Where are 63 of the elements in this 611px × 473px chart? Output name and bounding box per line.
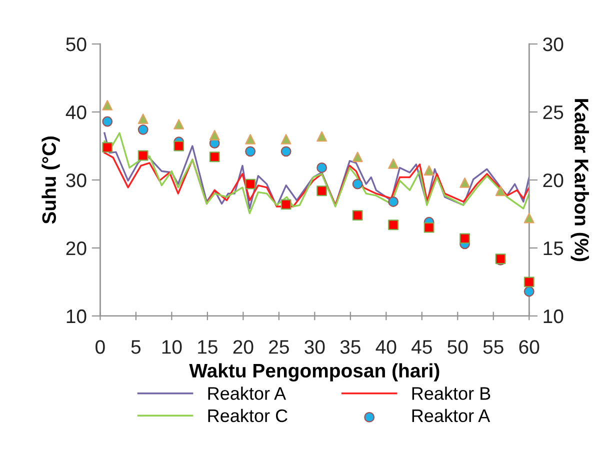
y-tick-label: 20	[66, 241, 86, 256]
point	[280, 146, 292, 157]
x-tick-label: 45	[412, 340, 432, 354]
point	[460, 177, 470, 188]
point	[102, 100, 113, 110]
point	[388, 220, 399, 230]
point	[138, 150, 148, 161]
point	[352, 210, 363, 221]
legend-label: Reaktor A	[412, 408, 490, 422]
y2-tick-label: 25	[543, 105, 564, 120]
point	[245, 146, 256, 157]
x-tick-label: 5	[131, 340, 141, 354]
x-tick-label: 10	[162, 340, 182, 354]
x-tick-label: 30	[304, 340, 325, 354]
point	[524, 276, 534, 288]
y2-tick-label: 30	[543, 37, 564, 52]
point	[524, 212, 534, 224]
point	[174, 140, 184, 152]
point	[316, 162, 328, 173]
point	[352, 178, 363, 190]
point	[138, 114, 148, 124]
point	[524, 286, 534, 297]
legend-label: Reaktor A	[208, 386, 286, 400]
y2-axis-title: Kadar Karbon (%)	[570, 99, 589, 262]
y-tick-label: 30	[66, 173, 86, 188]
x-tick-label: 55	[483, 340, 504, 354]
point	[209, 152, 220, 162]
point	[495, 186, 506, 196]
point	[138, 124, 148, 135]
point	[245, 178, 256, 190]
point	[209, 130, 220, 140]
y-axis-title: Suhu (°C)	[42, 136, 60, 224]
y-tick-label: 40	[66, 105, 86, 120]
x-tick-label: 35	[340, 340, 360, 354]
point	[174, 119, 184, 130]
point	[316, 131, 328, 142]
x-axis-title: Waktu Pengomposan (hari)	[189, 363, 440, 382]
point	[424, 222, 434, 233]
point	[424, 165, 434, 176]
point	[460, 233, 470, 244]
x-tick-label: 0	[96, 340, 105, 354]
point	[388, 158, 399, 169]
y2-tick-label: 20	[543, 173, 564, 188]
x-tick-label: 20	[233, 340, 254, 354]
x-tick-label: 50	[448, 340, 468, 354]
x-tick-label: 25	[269, 340, 289, 354]
y2-tick-label: 15	[544, 242, 564, 256]
x-tick-label: 15	[198, 340, 218, 354]
point	[280, 134, 292, 144]
y2-tick-label: 10	[544, 309, 564, 324]
point	[245, 134, 256, 144]
legend-label: Reaktor B	[412, 386, 490, 400]
point	[388, 196, 399, 207]
x-tick-label: 60	[519, 340, 540, 354]
point	[352, 152, 363, 162]
x-tick-label: 40	[376, 340, 396, 354]
point	[280, 199, 292, 210]
y-tick-label: 50	[66, 37, 86, 52]
point	[316, 186, 328, 196]
legend-label: Reaktor C	[208, 408, 288, 422]
y-tick-label: 10	[66, 309, 86, 324]
point	[102, 116, 113, 127]
point	[102, 142, 113, 153]
